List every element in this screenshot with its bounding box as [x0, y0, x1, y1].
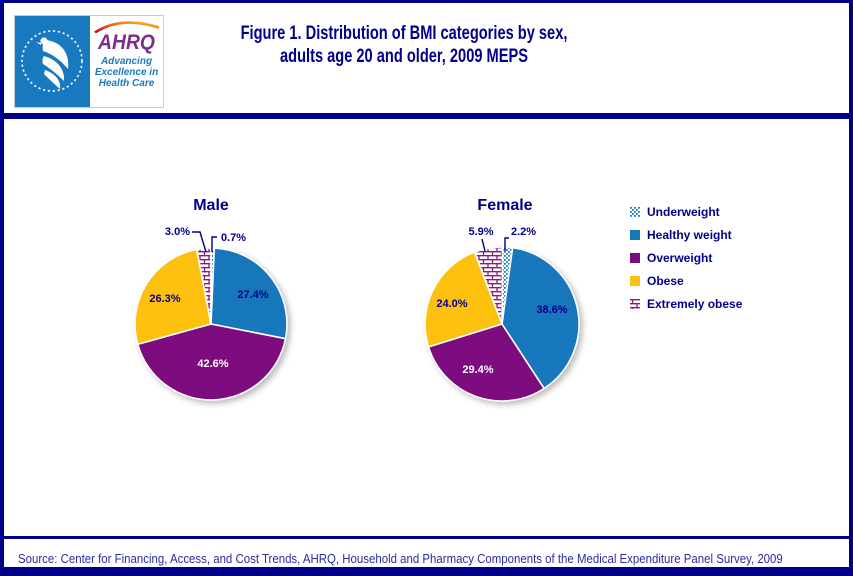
tagline-line: Health Care	[98, 78, 155, 89]
legend-item-overweight: Overweight	[630, 250, 742, 265]
legend-label: Extremely obese	[647, 296, 743, 311]
ahrq-tagline: Advancing Excellence in Health Care	[90, 56, 163, 89]
pie-female	[424, 246, 580, 402]
ahrq-wordmark: AHRQ	[98, 31, 155, 54]
slice-label: 27.4%	[237, 289, 268, 301]
slice-underweight	[210, 247, 216, 325]
source-divider	[4, 536, 849, 539]
source-note: Source: Center for Financing, Access, an…	[18, 550, 849, 567]
slice-label: 5.9%	[468, 226, 493, 238]
tagline-line: Excellence in	[94, 67, 159, 78]
slice-underweight	[501, 246, 514, 325]
pie-male	[134, 247, 288, 401]
slice-healthy-weight	[501, 246, 580, 390]
legend-item-obese: Obese	[630, 273, 742, 288]
label-leader-line	[192, 231, 207, 253]
legend-item-underweight: Underweight	[630, 204, 742, 219]
ahrq-arc-icon	[93, 21, 159, 33]
pie-labels-male: 0.7% 27.4% 42.6% 26.3% 3.0%	[149, 226, 268, 370]
legend-item-extremely-obese: Extremely obese	[630, 296, 743, 311]
source-note-text: Source: Center for Financing, Access, an…	[18, 551, 783, 566]
slice-obese	[424, 251, 503, 348]
slice-label: 42.6%	[197, 358, 228, 370]
label-leader-line	[504, 237, 509, 251]
label-leader-line	[211, 236, 217, 252]
hhs-seal-icon	[15, 16, 90, 107]
figure-title-line2: adults age 20 and older, 2009 MEPS	[279, 46, 529, 67]
legend: Underweight Healthy weight Overweight Obese…	[630, 205, 742, 320]
ahrq-wordmark-box: AHRQ Advancing Excellence in Health Care	[90, 16, 163, 107]
legend-item-healthy-weight: Healthy weight	[630, 227, 742, 242]
slice-label: 3.0%	[165, 226, 190, 238]
legend-swatch-icon	[630, 252, 640, 263]
slice-label: 0.7%	[221, 232, 246, 244]
header-divider	[4, 113, 849, 119]
tagline-line: Advancing	[100, 56, 153, 67]
legend-swatch-icon	[630, 229, 640, 240]
slice-label: 29.4%	[462, 364, 493, 376]
pie-labels-female: 2.2% 38.6% 29.4% 24.0% 5.9%	[436, 226, 567, 376]
figure-title-line1: Figure 1. Distribution of BMI categories…	[240, 23, 568, 44]
legend-swatch-icon	[630, 298, 640, 309]
legend-label: Overweight	[647, 250, 713, 265]
slice-overweight	[136, 323, 287, 401]
legend-label: Underweight	[647, 204, 720, 219]
legend-swatch-icon	[630, 275, 640, 286]
slice-label: 26.3%	[149, 293, 180, 305]
slice-overweight	[427, 323, 545, 402]
slice-label: 2.2%	[511, 226, 536, 238]
slice-extremely-obese	[473, 246, 504, 325]
slice-extremely-obese	[195, 247, 212, 325]
legend-label: Obese	[647, 273, 684, 288]
slice-label: 38.6%	[536, 304, 567, 316]
legend-label: Healthy weight	[647, 227, 732, 242]
slice-healthy-weight	[210, 247, 288, 340]
label-leader-line	[481, 238, 486, 252]
slice-obese	[134, 248, 212, 346]
slice-label: 24.0%	[436, 298, 467, 310]
ahrq-logo: AHRQ Advancing Excellence in Health Care	[14, 15, 164, 108]
legend-swatch-icon	[630, 206, 640, 217]
